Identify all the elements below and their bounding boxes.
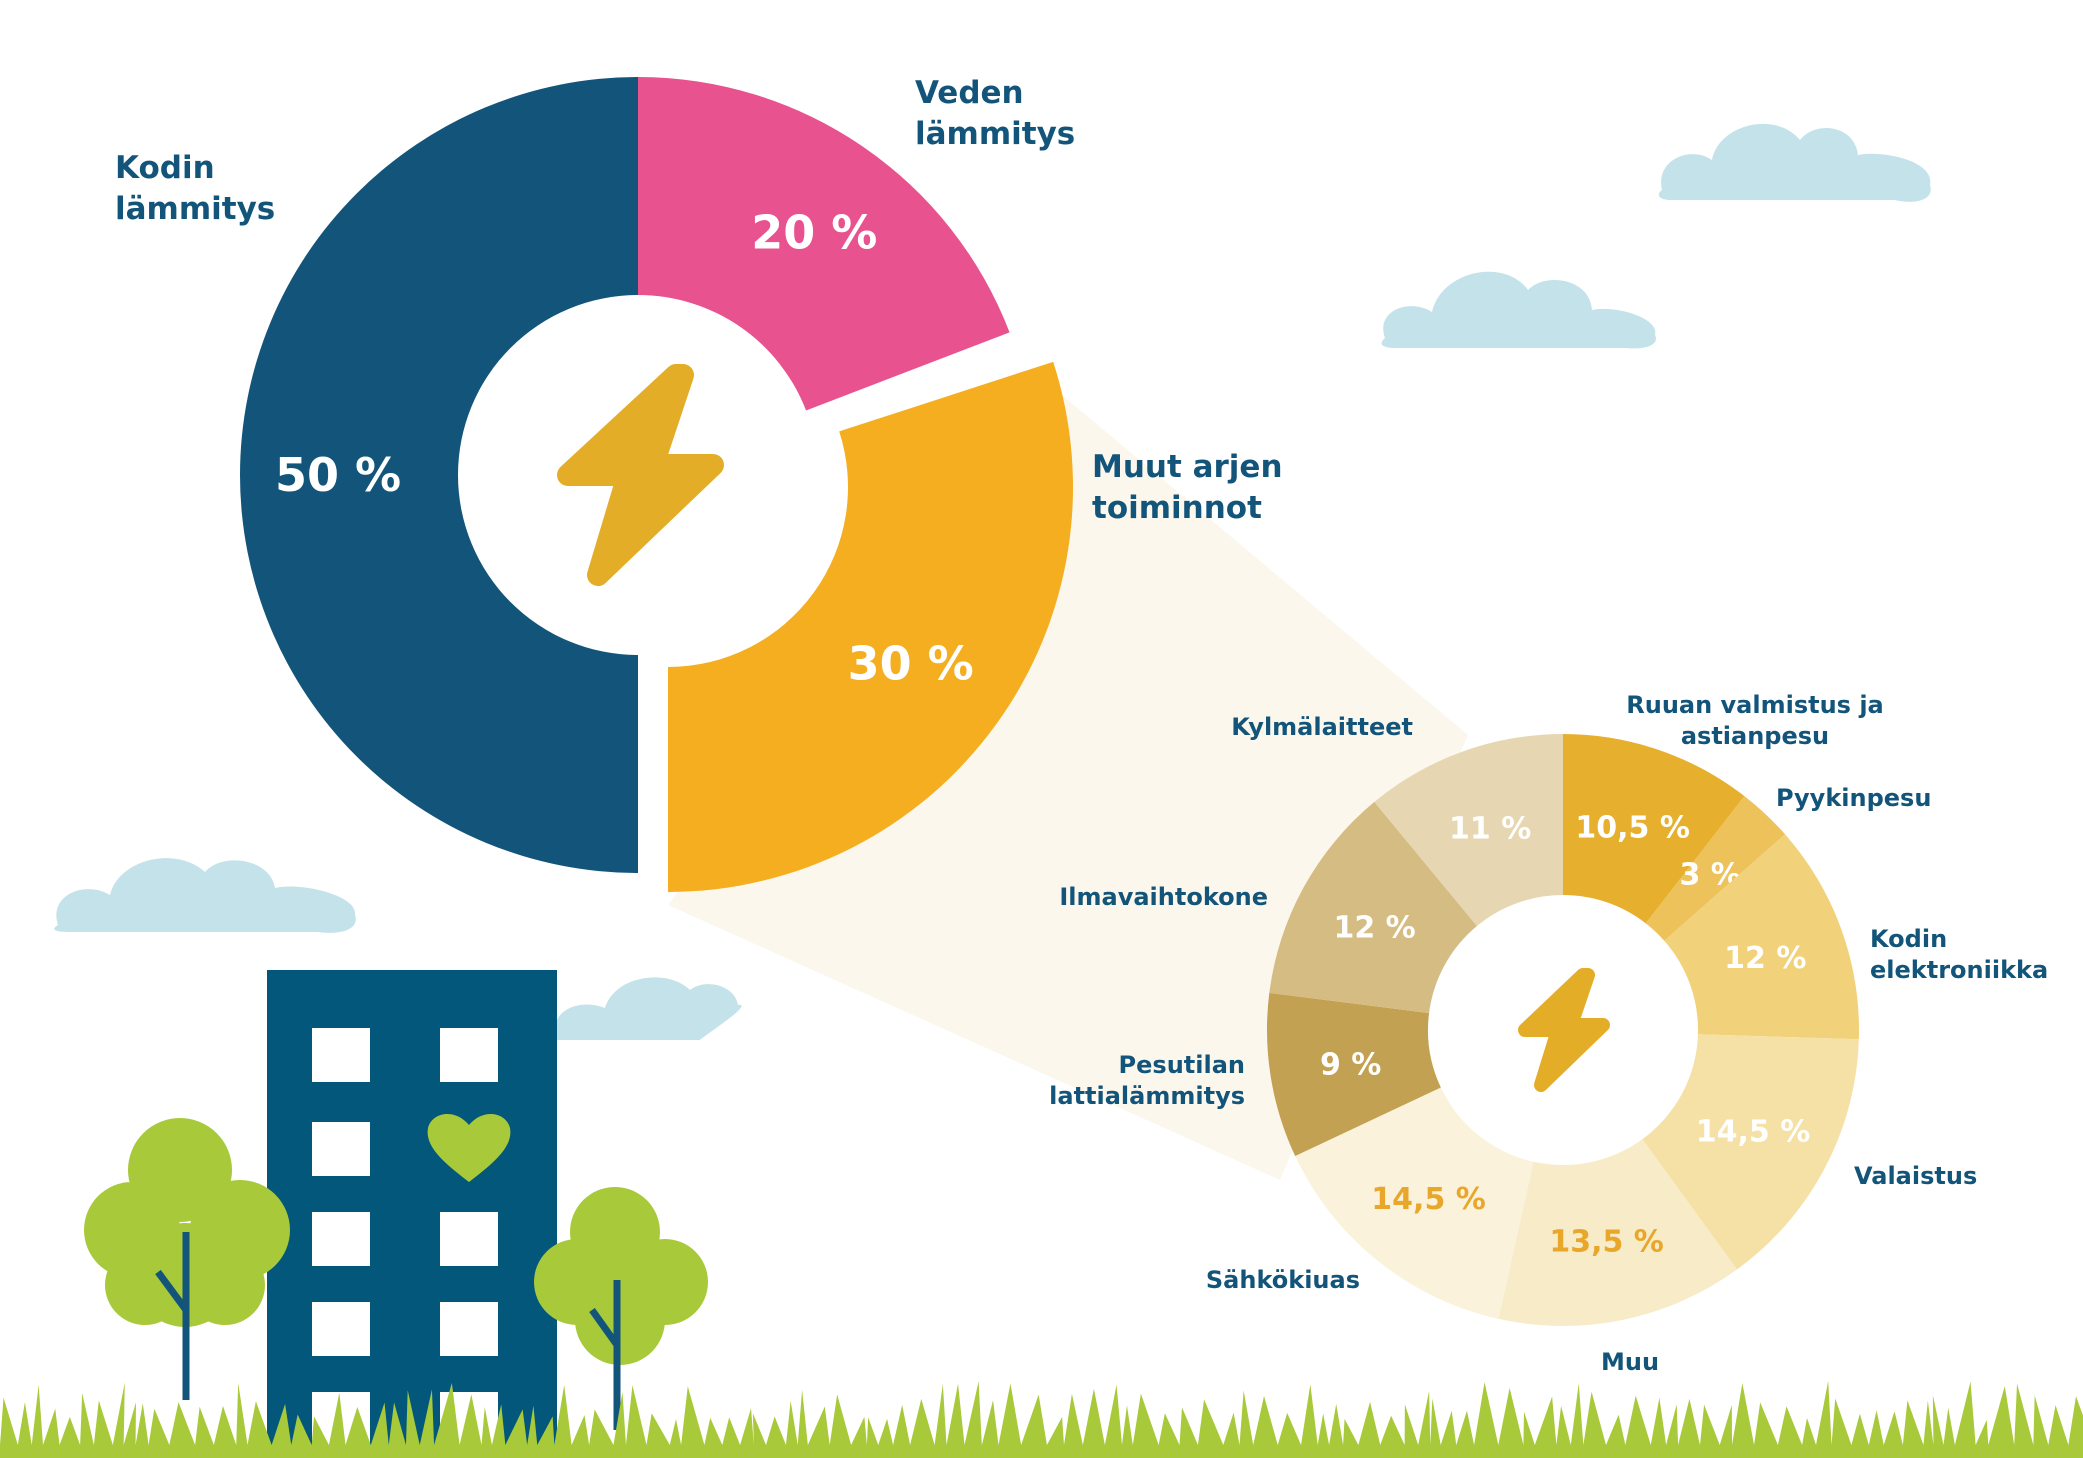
pie-slice-veden-lämmitys: [638, 77, 1010, 411]
label-pesutilan-lattialammitys: Pesutilan lattialämmitys: [1049, 1051, 1245, 1110]
pie-slice-sähkökiuas: [1295, 1087, 1534, 1319]
label-veden-lammitys: Veden lämmitys: [915, 75, 1075, 152]
tree-icon: [534, 1187, 708, 1430]
breakdown-labels: Ruuan valmistus ja astianpesu Pyykinpesu …: [1049, 691, 2048, 1376]
pie-value-label: 12 %: [1333, 910, 1415, 945]
pie-slice-pesutilan-lattialämmitys: [1267, 992, 1441, 1157]
label-sahkokiuas: Sähkökiuas: [1206, 1266, 1360, 1294]
label-muut-arjen-toiminnot: Muut arjen toiminnot: [1092, 449, 1283, 526]
tree-icon: [84, 1118, 290, 1400]
pie-value-label: 50 %: [275, 448, 401, 502]
label-pyykinpesu: Pyykinpesu: [1776, 784, 1931, 812]
label-ruuan-valmistus: Ruuan valmistus ja astianpesu: [1626, 691, 1884, 750]
cloud-icon: [1381, 271, 1656, 349]
pie-value-label: 30 %: [848, 636, 974, 690]
label-muu: Muu: [1601, 1348, 1659, 1376]
pie-slice-kodin-lämmitys: [240, 77, 638, 873]
lightning-bolt-icon: [1518, 968, 1610, 1092]
pie-value-label: 11 %: [1449, 812, 1531, 847]
zoom-cone: [668, 385, 1468, 1180]
pie-value-label: 10,5 %: [1575, 811, 1690, 846]
cloud-icon: [554, 977, 742, 1040]
pie-slice-muut-arjen-toiminnot: [668, 361, 1073, 892]
cloud-icon: [54, 858, 356, 933]
pie-slice-ilmavaihtokone: [1269, 801, 1477, 1014]
cloud-icon: [1658, 123, 1931, 202]
label-ilmavaihtokone: Ilmavaihtokone: [1059, 883, 1268, 911]
pie-value-label: 12 %: [1724, 941, 1806, 976]
pie-value-label: 9 %: [1320, 1048, 1381, 1083]
heart-icon: [427, 1113, 511, 1182]
pie-slice-kodin-elektroniikka: [1664, 834, 1859, 1040]
grass-icon: [0, 1380, 2083, 1458]
pie-slice-valaistus: [1642, 1034, 1859, 1270]
pie-slice-kylmälaitteet: [1374, 734, 1563, 926]
apartment-building-icon: [267, 970, 557, 1458]
pie-slice-pyykinpesu: [1645, 796, 1786, 941]
other-activities-breakdown-pie-chart: 10,5 %3 %12 %14,5 %13,5 %14,5 %9 %12 %11…: [1267, 734, 1859, 1326]
label-kodin-lammitys: Kodin lämmitys: [115, 150, 275, 227]
pie-value-label: 13,5 %: [1549, 1225, 1664, 1260]
lightning-bolt-icon: [557, 364, 724, 586]
pie-slice-muu: [1498, 1139, 1737, 1326]
label-kodin-elektroniikka: Kodin elektroniikka: [1870, 925, 2048, 984]
pie-slice-ruuan-valmistus-ja-astianpesu: [1563, 734, 1745, 924]
pie-value-label: 20 %: [751, 205, 877, 259]
energy-use-pie-chart: 20 % 30 % 50 %: [240, 77, 1073, 892]
pie-value-label: 14,5 %: [1371, 1182, 1486, 1217]
pie-value-label: 14,5 %: [1696, 1115, 1811, 1150]
label-kylmalaitteet: Kylmälaitteet: [1231, 713, 1413, 741]
label-valaistus: Valaistus: [1854, 1162, 1977, 1190]
